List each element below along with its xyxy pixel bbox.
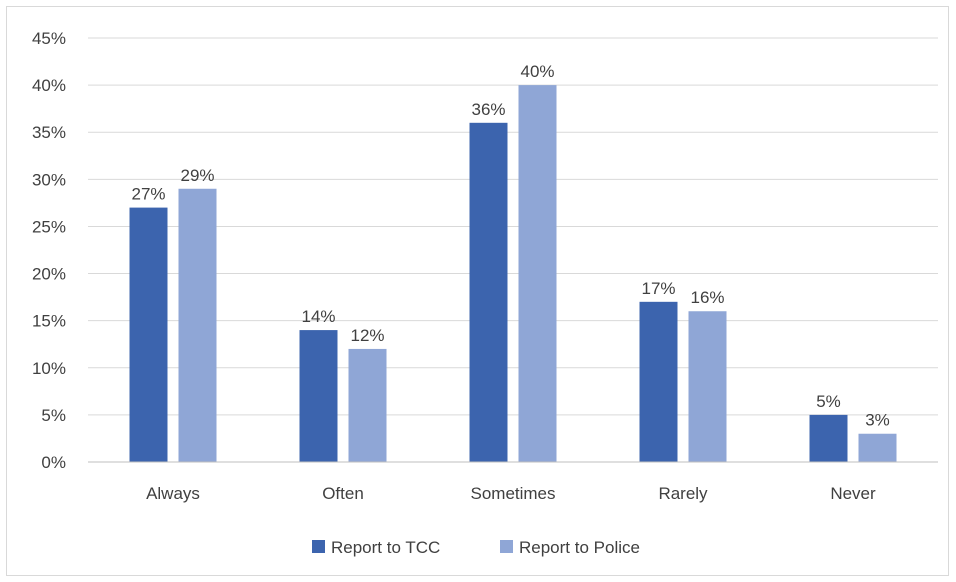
x-tick-label: Often xyxy=(322,484,364,503)
y-axis-ticks: 0% 5% 10% 15% 20% 25% 30% 35% 40% 45% xyxy=(32,29,66,472)
data-label: 16% xyxy=(690,288,724,307)
y-tick-label: 30% xyxy=(32,170,66,189)
y-tick-label: 15% xyxy=(32,312,66,331)
legend-swatch xyxy=(500,540,513,553)
gridlines xyxy=(88,37,938,416)
legend-swatch xyxy=(312,540,325,553)
data-label: 17% xyxy=(641,279,675,298)
legend: Report to TCC Report to Police xyxy=(312,538,640,557)
data-label: 5% xyxy=(816,392,841,411)
data-label: 40% xyxy=(520,62,554,81)
y-tick-label: 35% xyxy=(32,123,66,142)
data-labels: 27% 29% 14% 12% 36% 40% 17% 16% 5% 3% xyxy=(131,62,889,430)
data-label: 29% xyxy=(180,166,214,185)
bar-report-to-tcc-always xyxy=(129,207,168,462)
bar-report-to-police-sometimes xyxy=(518,85,557,462)
bar-report-to-tcc-sometimes xyxy=(469,122,508,463)
bar-report-to-tcc-often xyxy=(299,330,338,462)
y-tick-label: 25% xyxy=(32,217,66,236)
y-tick-label: 45% xyxy=(32,29,66,48)
legend-label: Report to TCC xyxy=(331,538,440,557)
bars xyxy=(129,85,897,463)
bar-report-to-tcc-rarely xyxy=(639,301,678,462)
x-tick-label: Always xyxy=(146,484,200,503)
data-label: 27% xyxy=(131,185,165,204)
bar-report-to-tcc-never xyxy=(809,414,848,462)
y-tick-label: 0% xyxy=(41,453,66,472)
data-label: 12% xyxy=(350,326,384,345)
bar-report-to-police-rarely xyxy=(688,311,727,462)
x-tick-label: Sometimes xyxy=(470,484,555,503)
data-label: 36% xyxy=(471,100,505,119)
bar-report-to-police-always xyxy=(178,188,217,462)
y-tick-label: 40% xyxy=(32,76,66,95)
y-tick-label: 20% xyxy=(32,265,66,284)
data-label: 3% xyxy=(865,411,890,430)
data-label: 14% xyxy=(301,307,335,326)
x-axis-ticks: Always Often Sometimes Rarely Never xyxy=(146,484,876,503)
y-tick-label: 5% xyxy=(41,406,66,425)
x-tick-label: Never xyxy=(830,484,876,503)
legend-label: Report to Police xyxy=(519,538,640,557)
bar-report-to-police-often xyxy=(348,348,387,462)
y-tick-label: 10% xyxy=(32,359,66,378)
bar-report-to-police-never xyxy=(858,433,897,462)
x-tick-label: Rarely xyxy=(658,484,708,503)
